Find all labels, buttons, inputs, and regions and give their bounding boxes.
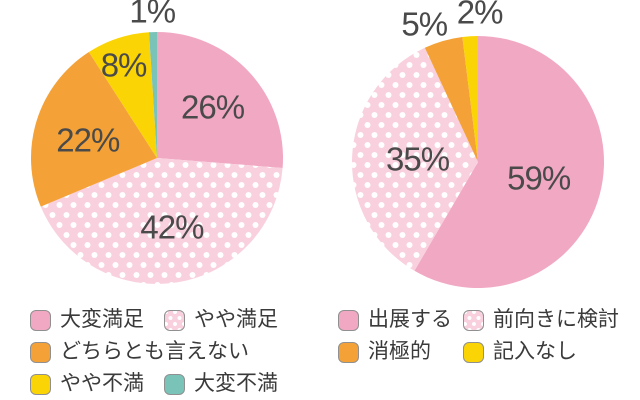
legend-item: 出展する xyxy=(338,309,463,331)
pie-0-slice-4 xyxy=(149,31,157,159)
pie-1-percent-label-2: 5% xyxy=(401,5,448,43)
legend-label: 記入なし xyxy=(493,340,577,363)
legend-item: 消極的 xyxy=(338,341,463,363)
legend-label: 大変満足 xyxy=(60,308,144,331)
legend-item: 前向きに検討 xyxy=(463,309,619,331)
legend-item: やや満足 xyxy=(164,309,278,331)
legend-row: 消極的 記入なし xyxy=(338,341,619,363)
legend-row: 出展する 前向きに検討 xyxy=(338,309,619,331)
legend-left: 大変満足 やや満足どちらとも言えない やや不満 大変不満 xyxy=(30,309,278,395)
pie-0-percent-label-1: 42% xyxy=(140,208,204,246)
legend-label: 前向きに検討 xyxy=(493,308,619,331)
legend-row: どちらとも言えない xyxy=(30,341,278,363)
pie-0-slice-0 xyxy=(157,32,283,168)
pie-0-percent-label-4: 1% xyxy=(129,0,176,30)
pie-1-slice-3 xyxy=(462,35,478,162)
legend-item: やや不満 xyxy=(30,373,164,395)
legend-item: どちらとも言えない xyxy=(30,341,249,363)
pie-1-slice-2 xyxy=(424,36,478,162)
legend-row: やや不満 大変不満 xyxy=(30,373,278,395)
legend-swatch-icon xyxy=(30,309,51,331)
legend-row: 大変満足 やや満足 xyxy=(30,309,278,331)
legend-swatch-icon xyxy=(164,373,185,395)
legend-item: 大変満足 xyxy=(30,309,164,331)
pie-1-slice-0 xyxy=(414,35,605,288)
legend-swatch-icon xyxy=(30,373,51,395)
legend-label: やや不満 xyxy=(60,372,144,395)
pie-0-slice-2 xyxy=(30,52,158,207)
legend-right: 出展する 前向きに検討消極的 記入なし xyxy=(338,309,619,363)
legend-label: 出展する xyxy=(368,308,452,331)
legend-swatch-icon xyxy=(338,341,359,363)
pie-0-slice-1 xyxy=(40,158,283,285)
pie-1-percent-label-1: 35% xyxy=(386,140,450,178)
legend-item: 記入なし xyxy=(463,341,577,363)
legend-label: 大変不満 xyxy=(194,372,278,395)
pie-1-percent-label-3: 2% xyxy=(456,0,504,31)
legend-swatch-icon xyxy=(463,341,484,363)
pie-0-percent-label-0: 26% xyxy=(181,88,245,126)
legend-label: どちらとも言えない xyxy=(60,340,249,363)
legend-label: やや満足 xyxy=(194,308,278,331)
legend-swatch-dotted-icon xyxy=(164,309,185,331)
pie-1-percent-label-0: 59% xyxy=(507,159,571,197)
legend-swatch-dotted-icon xyxy=(463,309,484,331)
legend-item: 大変不満 xyxy=(164,373,278,395)
pie-0-percent-label-2: 22% xyxy=(56,121,120,159)
legend-swatch-icon xyxy=(30,341,51,363)
pie-0-slice-3 xyxy=(88,32,157,158)
pie-1-slice-1 xyxy=(352,47,478,271)
legend-swatch-icon xyxy=(338,309,359,331)
legend-label: 消極的 xyxy=(368,340,431,363)
pie-0-percent-label-3: 8% xyxy=(100,46,148,84)
